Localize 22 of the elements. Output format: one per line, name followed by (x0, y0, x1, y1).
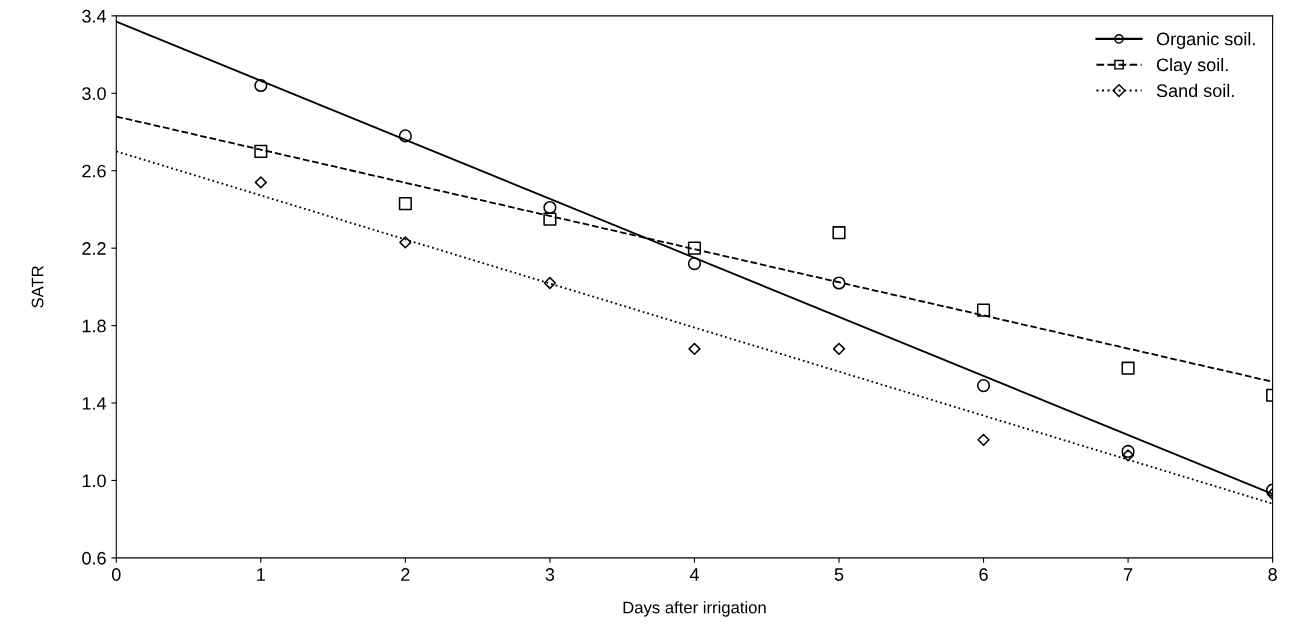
legend-label: Sand soil. (1156, 83, 1234, 98)
x-axis-title: Days after irrigation (623, 601, 766, 617)
x-tick-label: 0 (111, 568, 121, 581)
y-tick-label: 3.4 (82, 9, 107, 23)
y-tick-label: 0.6 (82, 551, 106, 565)
y-tick-label: 2.6 (82, 164, 106, 178)
y-tick-label: 1.4 (82, 397, 107, 410)
x-tick-label: 1 (257, 568, 265, 581)
legend-label: Clay soil. (1156, 57, 1228, 75)
x-tick-label: 2 (401, 568, 410, 581)
y-tick-label: 1.8 (82, 319, 106, 333)
x-tick-label: 7 (1123, 568, 1133, 581)
y-tick-label: 1.0 (82, 474, 106, 488)
y-tick-label: 3.0 (82, 87, 106, 101)
x-tick-label: 3 (545, 568, 555, 581)
x-tick-label: 8 (1268, 568, 1277, 581)
x-tick-label: 5 (834, 568, 844, 581)
y-axis-title: SATR (31, 266, 44, 308)
x-tick-label: 6 (979, 568, 988, 581)
y-tick-label: 2.2 (82, 242, 106, 255)
x-tick-label: 4 (689, 568, 699, 581)
legend-label: Organic soil. (1156, 32, 1255, 49)
